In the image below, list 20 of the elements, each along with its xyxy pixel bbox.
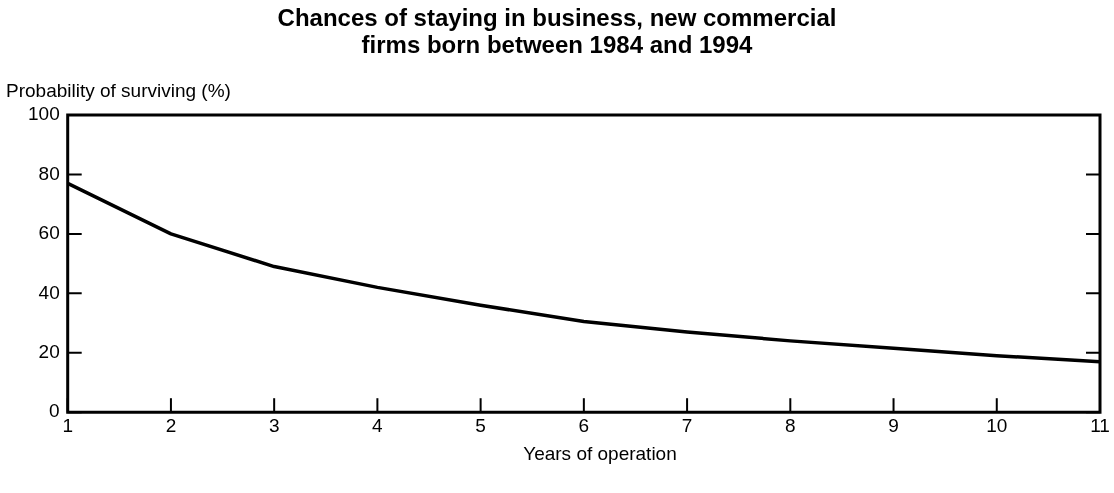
x-tick-label: 3	[268, 414, 280, 436]
y-tick-label: 40	[38, 281, 60, 303]
y-tick-label: 20	[38, 340, 60, 362]
y-axis-title: Probability of surviving (%)	[6, 80, 231, 102]
x-tick-label: 11	[1090, 414, 1110, 436]
x-tick-label: 2	[165, 414, 177, 436]
y-tick-label: 0	[49, 400, 60, 422]
x-tick-label: 1	[62, 414, 73, 436]
x-tick-label: 6	[578, 414, 590, 436]
x-tick-label: 7	[681, 414, 693, 436]
x-tick-label: 8	[785, 414, 796, 436]
x-axis-title: Years of operation	[522, 443, 678, 465]
x-tick-label: 9	[888, 414, 899, 436]
y-tick-label: 80	[38, 162, 60, 184]
x-tick-label: 10	[986, 414, 1008, 436]
chart-title: Chances of staying in business, new commercial firms born between 1984 and 1994	[277, 4, 837, 58]
x-tick-label: 5	[475, 414, 486, 436]
y-tick-label: 60	[38, 222, 60, 244]
x-tick-label: 4	[372, 414, 384, 436]
y-tick-label: 100	[28, 103, 60, 125]
